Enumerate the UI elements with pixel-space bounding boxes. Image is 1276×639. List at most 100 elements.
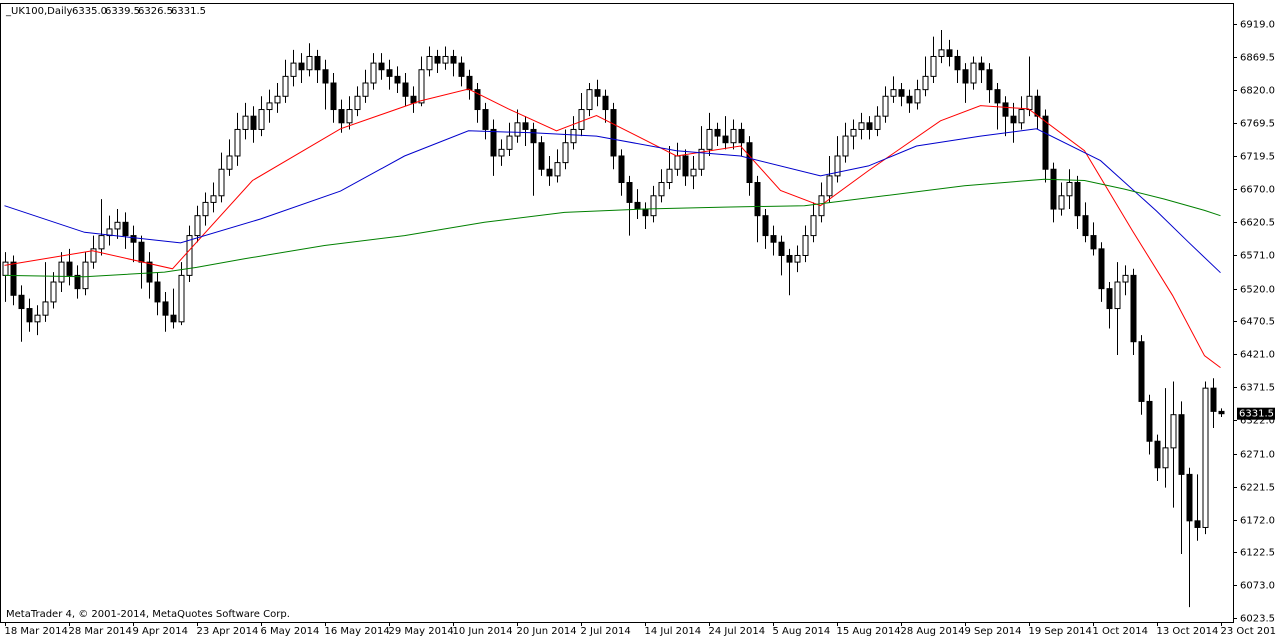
candle-body <box>882 95 889 117</box>
candle-body <box>546 168 553 177</box>
candle-body <box>610 109 617 157</box>
candle-body <box>50 281 57 303</box>
y-tick-label: 6122.5 <box>1240 548 1275 559</box>
candle-body <box>1130 274 1137 343</box>
candle-body <box>1218 410 1225 415</box>
candle-body <box>1106 288 1113 310</box>
x-tick-label: 29 May 2014 <box>389 626 454 637</box>
price-box <box>1237 407 1275 420</box>
candle-body <box>458 62 465 77</box>
candle-body <box>378 62 385 71</box>
candle-body <box>1138 341 1145 402</box>
candle-body <box>146 261 153 283</box>
y-tick-label: 6820.0 <box>1240 86 1275 97</box>
quote-open: 6335.0 <box>72 6 107 17</box>
candle-body <box>842 135 849 157</box>
moving-average <box>4 128 1221 274</box>
candle-body <box>722 135 729 144</box>
candle-body <box>626 182 633 203</box>
candle-body <box>978 62 985 71</box>
candle-body <box>738 128 745 144</box>
candle-body <box>1170 414 1177 449</box>
candle-body <box>34 314 41 323</box>
candle-body <box>282 75 289 97</box>
candle-body <box>674 155 681 170</box>
candle-body <box>802 235 809 256</box>
candle-body <box>18 294 25 310</box>
x-tick-label: 16 May 2014 <box>325 626 390 637</box>
candle-body <box>1098 248 1105 290</box>
moving-average <box>4 178 1221 278</box>
candle-body <box>154 281 161 303</box>
candle-body <box>858 122 865 130</box>
candle-body <box>538 142 545 170</box>
candle-body <box>178 274 185 323</box>
candle-body <box>130 235 137 243</box>
candle-body <box>578 109 585 130</box>
candle-body <box>986 69 993 91</box>
candle-body <box>298 62 305 71</box>
candle-body <box>26 308 33 323</box>
candle-body <box>826 175 833 197</box>
x-tick-label: 5 Aug 2014 <box>773 626 831 637</box>
candle-body <box>818 195 825 217</box>
y-tick-label: 6023.5 <box>1240 614 1275 625</box>
candle-body <box>122 221 129 237</box>
candle-body <box>498 148 505 157</box>
candle-body <box>794 254 801 263</box>
x-tick-label: 10 Jun 2014 <box>453 626 513 637</box>
x-tick-label: 2 Jul 2014 <box>581 626 631 637</box>
candle-body <box>234 128 241 157</box>
candle-body <box>218 168 225 197</box>
x-tick-label: 19 Sep 2014 <box>1029 626 1092 637</box>
candle-body <box>42 301 49 316</box>
candle-body <box>90 248 97 263</box>
y-tick-label: 6073.0 <box>1240 581 1275 592</box>
moving-average <box>4 88 1221 369</box>
candle-body <box>466 75 473 91</box>
candle-body <box>58 261 65 283</box>
y-tick-label: 6620.5 <box>1240 218 1275 229</box>
candle-body <box>770 235 777 243</box>
candle-body <box>650 195 657 217</box>
candle-body <box>730 128 737 144</box>
candle-body <box>1082 215 1089 237</box>
candle-body <box>530 128 537 144</box>
candle-body <box>274 95 281 104</box>
x-tick-label: 24 Jul 2014 <box>709 626 766 637</box>
candle-body <box>914 89 921 104</box>
candle-body <box>410 95 417 104</box>
candle-body <box>618 155 625 184</box>
y-tick-label: 6919.0 <box>1240 20 1275 31</box>
candle-body <box>386 69 393 77</box>
x-tick-label: 15 Aug 2014 <box>837 626 901 637</box>
candle-body <box>938 49 945 57</box>
y-tick-label: 6322.0 <box>1240 416 1275 427</box>
x-tick-label: 9 Apr 2014 <box>133 626 188 637</box>
x-tick-label: 13 Oct 2014 <box>1157 626 1219 637</box>
x-tick-label: 14 Jul 2014 <box>645 626 702 637</box>
candle-body <box>898 89 905 97</box>
y-tick-label: 6172.0 <box>1240 516 1275 527</box>
candle-body <box>506 135 513 150</box>
candle-body <box>1202 387 1209 528</box>
candle-body <box>922 75 929 91</box>
candle-body <box>970 62 977 84</box>
candle-body <box>714 128 721 137</box>
y-tick-label: 6571.0 <box>1240 251 1275 262</box>
candle-body <box>186 235 193 276</box>
candle-body <box>994 89 1001 104</box>
candle-body <box>642 208 649 217</box>
candle-body <box>658 182 665 197</box>
candle-body <box>890 89 897 97</box>
candle-body <box>98 235 105 250</box>
candle-body <box>250 115 257 130</box>
candle-body <box>170 314 177 323</box>
candle-body <box>306 55 313 71</box>
candle-body <box>474 89 481 111</box>
candle-body <box>954 55 961 71</box>
quote-close: 6331.5 <box>171 6 206 17</box>
candle-body <box>346 109 353 124</box>
